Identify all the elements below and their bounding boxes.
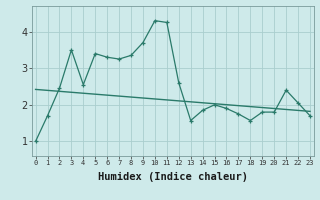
X-axis label: Humidex (Indice chaleur): Humidex (Indice chaleur) xyxy=(98,172,248,182)
